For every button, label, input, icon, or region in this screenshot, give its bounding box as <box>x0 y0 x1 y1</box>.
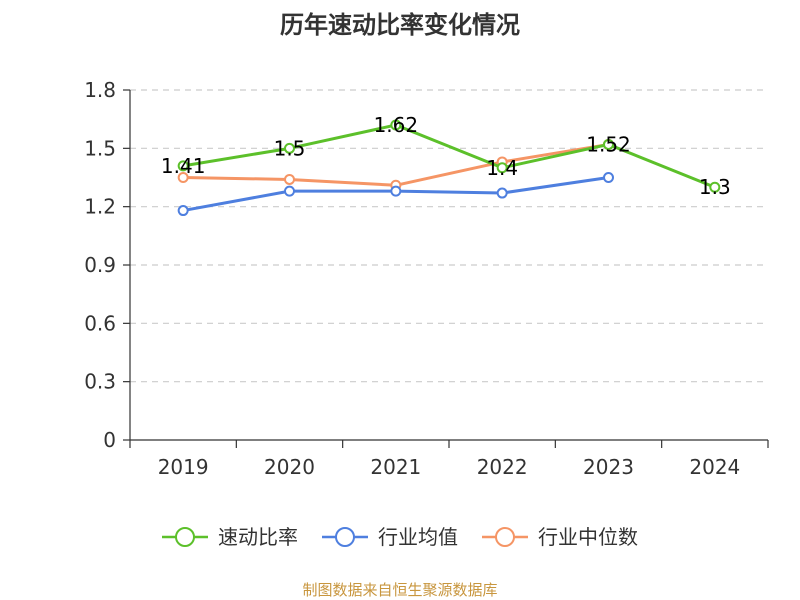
data-point[interactable] <box>284 185 295 197</box>
y-tick-label: 0.6 <box>84 311 116 335</box>
y-tick-label: 0.3 <box>84 370 116 394</box>
data-point[interactable] <box>603 172 614 183</box>
x-tick-label: 2024 <box>689 455 740 479</box>
legend-label: 行业均值 <box>378 525 458 549</box>
legend-marker-icon <box>335 527 355 547</box>
axes: 0 0.3 0.6 0.9 1.2 1.5 1.8 2019 2020 2021 2022 2023 2… <box>84 78 769 479</box>
y-tick-label: 1.2 <box>84 195 116 219</box>
data-point[interactable] <box>603 138 614 150</box>
data-point[interactable] <box>390 119 402 131</box>
data-point[interactable] <box>284 173 295 185</box>
data-label: 1.41 <box>161 154 206 178</box>
legend-item-1[interactable]: 速动比率 <box>162 525 298 549</box>
x-tick-label: 2019 <box>158 455 209 479</box>
data-point[interactable] <box>177 172 189 183</box>
data-label: 1.52 <box>586 132 631 156</box>
data-point[interactable] <box>284 142 295 154</box>
x-tick-label: 2022 <box>477 455 528 479</box>
data-point[interactable] <box>496 162 508 174</box>
data-label: 1.5 <box>274 136 306 160</box>
legend-item-2[interactable]: 行业均值 <box>322 525 458 549</box>
data-labels: 1.41 1.5 1.62 1.4 1.52 1.3 <box>161 113 731 199</box>
data-label: 1.4 <box>486 156 518 180</box>
series-1 <box>177 119 721 193</box>
data-point[interactable] <box>390 185 402 197</box>
data-point[interactable] <box>709 181 721 193</box>
legend-marker-icon <box>175 527 195 547</box>
series-3 <box>177 138 614 191</box>
data-label: 1.3 <box>699 175 731 199</box>
grid-lines <box>130 89 768 383</box>
y-tick-label: 1.5 <box>84 136 116 160</box>
y-tick-label: 0.9 <box>84 253 116 277</box>
x-tick-label: 2023 <box>583 455 634 479</box>
x-tick-label: 2021 <box>370 455 421 479</box>
legend-marker-icon <box>495 527 515 547</box>
series-lines <box>177 119 721 217</box>
data-point[interactable] <box>177 205 189 217</box>
data-point[interactable] <box>177 160 189 172</box>
legend-label: 行业中位数 <box>538 525 638 549</box>
series-line <box>183 142 609 187</box>
legend[interactable]: 速动比率 行业均值 行业中位数 <box>162 525 638 549</box>
legend-item-3[interactable]: 行业中位数 <box>482 525 638 549</box>
y-tick-label: 1.8 <box>84 78 116 102</box>
series-2 <box>177 172 614 217</box>
data-point[interactable] <box>496 187 508 199</box>
source-note: 制图数据来自恒生聚源数据库 <box>302 581 497 599</box>
series-line <box>182 123 716 189</box>
legend-label: 速动比率 <box>218 525 298 549</box>
chart-title: 历年速动比率变化情况 <box>280 11 520 39</box>
y-tick-label: 0 <box>103 428 116 452</box>
data-label: 1.62 <box>374 113 419 137</box>
x-tick-label: 2020 <box>264 455 315 479</box>
